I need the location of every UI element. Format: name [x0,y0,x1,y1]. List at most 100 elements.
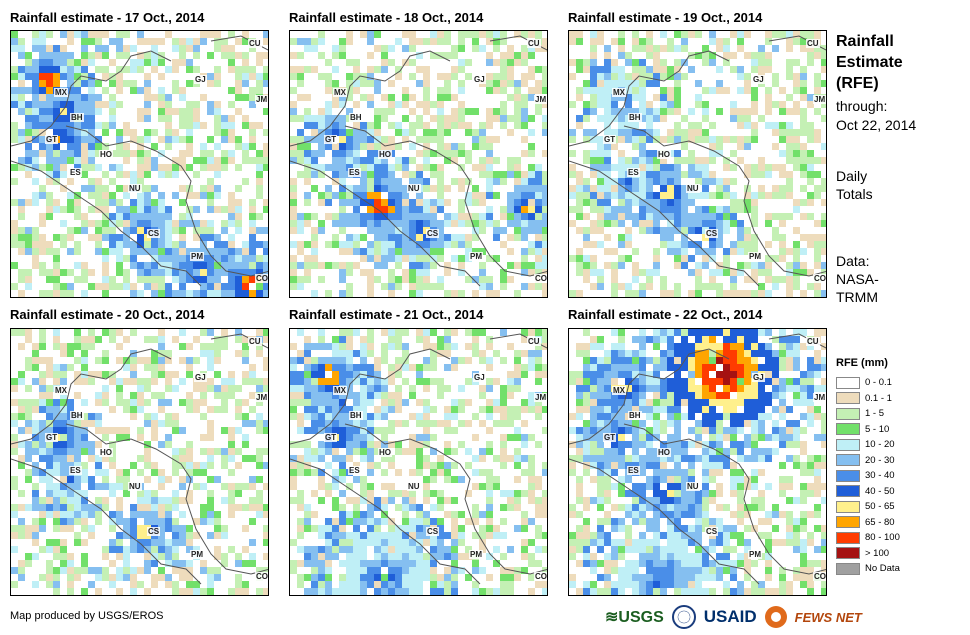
legend-item: 0.1 - 1 [836,391,900,407]
rainfall-map-22-oct: CU GJ JM MX BH GT HO ES NU CS PM CO [568,328,827,596]
legend-swatch [836,438,860,451]
country-label-pm: PM [190,550,204,559]
country-label-co: CO [813,572,826,581]
legend-item: No Data [836,561,900,577]
country-label-gt: GT [324,433,338,442]
legend-item: 50 - 65 [836,499,900,515]
country-label-pm: PM [748,252,762,261]
legend-label: 0 - 0.1 [865,377,892,389]
legend-swatch [836,423,860,436]
rainfall-map-17-oct: CU GJ JM MX BH GT HO ES NU CS PM CO [10,30,269,298]
country-label-mx: MX [54,88,68,97]
legend-label: 5 - 10 [865,423,890,435]
legend-item: 40 - 50 [836,484,900,500]
country-label-cu: CU [248,39,262,48]
rainfall-grid [290,329,547,595]
country-label-pm: PM [748,550,762,559]
legend-label: 20 - 30 [865,454,895,466]
legend-swatch [836,562,860,575]
country-label-es: ES [627,466,640,475]
legend-item: 80 - 100 [836,530,900,546]
country-label-gt: GT [603,433,617,442]
country-label-cu: CU [527,39,541,48]
product-title-line-3: (RFE) [836,75,879,92]
country-label-bh: BH [628,113,642,122]
rainfall-grid [569,329,826,595]
legend-label: 10 - 20 [865,439,895,451]
legend-label: 65 - 80 [865,516,895,528]
legend-item: 0 - 0.1 [836,375,900,391]
country-label-pm: PM [469,550,483,559]
data-source-2: TRMM [836,289,878,305]
country-label-mx: MX [54,386,68,395]
legend-label: 30 - 40 [865,470,895,482]
usaid-logo: USAID [703,607,757,626]
country-label-jm: JM [255,95,268,104]
country-label-mx: MX [333,386,347,395]
country-label-cu: CU [806,39,820,48]
legend-title: RFE (mm) [836,357,888,369]
totals-label: Totals [836,186,873,202]
coastline [569,35,826,287]
rainfall-grid [11,31,268,297]
country-label-nu: NU [407,184,421,193]
country-label-jm: JM [255,393,268,402]
country-label-nu: NU [407,482,421,491]
panel-title-5: Rainfall estimate - 21 Oct., 2014 [289,307,484,322]
legend-swatch [836,485,860,498]
legend-swatch [836,392,860,405]
legend-label: 40 - 50 [865,485,895,497]
country-label-bh: BH [349,411,363,420]
legend: 0 - 0.1 0.1 - 1 1 - 5 5 - 10 10 - 20 20 - 30 3… [836,375,900,577]
rainfall-map-19-oct: CU GJ JM MX BH GT HO ES NU CS PM CO [568,30,827,298]
country-label-nu: NU [128,482,142,491]
country-label-es: ES [69,466,82,475]
rainfall-map-20-oct: CU GJ JM MX BH GT HO ES NU CS PM CO [10,328,269,596]
legend-item: 5 - 10 [836,422,900,438]
rainfall-map-21-oct: CU GJ JM MX BH GT HO ES NU CS PM CO [289,328,548,596]
map-credit: Map produced by USGS/EROS [10,610,164,622]
panel-title-6: Rainfall estimate - 22 Oct., 2014 [568,307,763,322]
country-label-es: ES [348,168,361,177]
country-label-es: ES [69,168,82,177]
panel-title-3: Rainfall estimate - 19 Oct., 2014 [568,10,763,25]
through-date: Oct 22, 2014 [836,117,917,133]
through-label: through: [836,98,888,114]
country-label-co: CO [255,274,268,283]
country-label-gt: GT [45,135,59,144]
legend-swatch [836,531,860,544]
country-label-gj: GJ [194,75,207,84]
country-label-bh: BH [349,113,363,122]
country-label-ho: HO [378,448,392,457]
legend-swatch [836,454,860,467]
country-label-gj: GJ [194,373,207,382]
usgs-logo: ≋USGS [605,607,664,627]
country-label-ho: HO [99,150,113,159]
coastline [11,333,268,585]
country-label-gj: GJ [752,373,765,382]
country-label-jm: JM [534,95,547,104]
fews-net-logo: FEWS NET [794,609,862,625]
country-label-pm: PM [469,252,483,261]
coastline [569,333,826,585]
panel-title-2: Rainfall estimate - 18 Oct., 2014 [289,10,484,25]
country-label-cu: CU [527,337,541,346]
coastline [11,35,268,287]
coastline [290,35,547,287]
usgs-logo-text: USGS [618,609,664,626]
country-label-cs: CS [426,229,440,238]
legend-swatch [836,547,860,560]
country-label-gj: GJ [752,75,765,84]
product-title: Rainfall Estimate (RFE) [836,31,903,94]
legend-item: 1 - 5 [836,406,900,422]
country-label-nu: NU [686,482,700,491]
country-label-co: CO [534,274,547,283]
legend-label: 0.1 - 1 [865,392,892,404]
country-label-cs: CS [705,527,719,536]
country-label-cs: CS [147,229,161,238]
legend-label: 1 - 5 [865,408,885,420]
legend-swatch [836,376,860,389]
country-label-gt: GT [45,433,59,442]
country-label-pm: PM [190,252,204,261]
legend-item: 65 - 80 [836,515,900,531]
